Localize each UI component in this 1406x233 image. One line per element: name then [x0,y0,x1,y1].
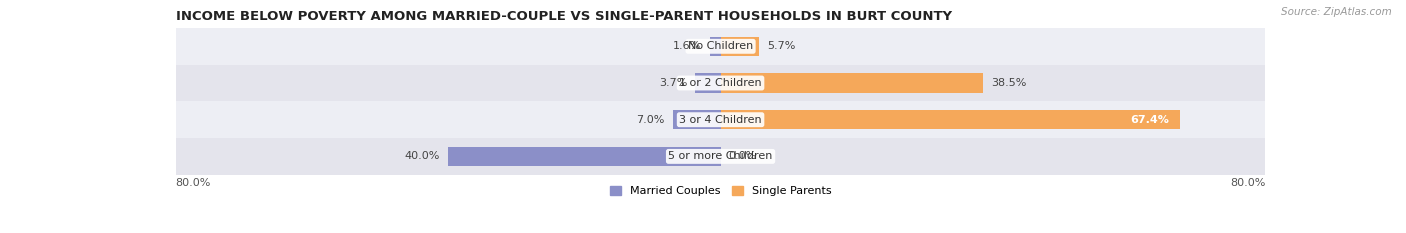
Bar [176,65,1265,101]
Legend: Married Couples, Single Parents: Married Couples, Single Parents [606,182,835,201]
Text: 67.4%: 67.4% [1130,115,1170,125]
Bar [176,28,1265,65]
Bar [449,147,721,166]
Bar [710,37,721,56]
Text: INCOME BELOW POVERTY AMONG MARRIED-COUPLE VS SINGLE-PARENT HOUSEHOLDS IN BURT CO: INCOME BELOW POVERTY AMONG MARRIED-COUPL… [176,10,952,23]
Text: 7.0%: 7.0% [637,115,665,125]
Bar [721,73,983,93]
Bar [721,110,1180,129]
Text: Source: ZipAtlas.com: Source: ZipAtlas.com [1281,7,1392,17]
Text: 80.0%: 80.0% [176,178,211,188]
Text: 1 or 2 Children: 1 or 2 Children [679,78,762,88]
Text: 5 or more Children: 5 or more Children [668,151,773,161]
Text: 38.5%: 38.5% [991,78,1026,88]
Text: No Children: No Children [688,41,754,51]
Text: 3 or 4 Children: 3 or 4 Children [679,115,762,125]
Bar [696,73,721,93]
Text: 3.7%: 3.7% [659,78,688,88]
Text: 80.0%: 80.0% [1230,178,1265,188]
Text: 5.7%: 5.7% [768,41,796,51]
Bar [673,110,721,129]
Bar [721,37,759,56]
Text: 40.0%: 40.0% [405,151,440,161]
Text: 1.6%: 1.6% [673,41,702,51]
Bar [176,138,1265,175]
Bar [176,101,1265,138]
Text: 0.0%: 0.0% [728,151,756,161]
